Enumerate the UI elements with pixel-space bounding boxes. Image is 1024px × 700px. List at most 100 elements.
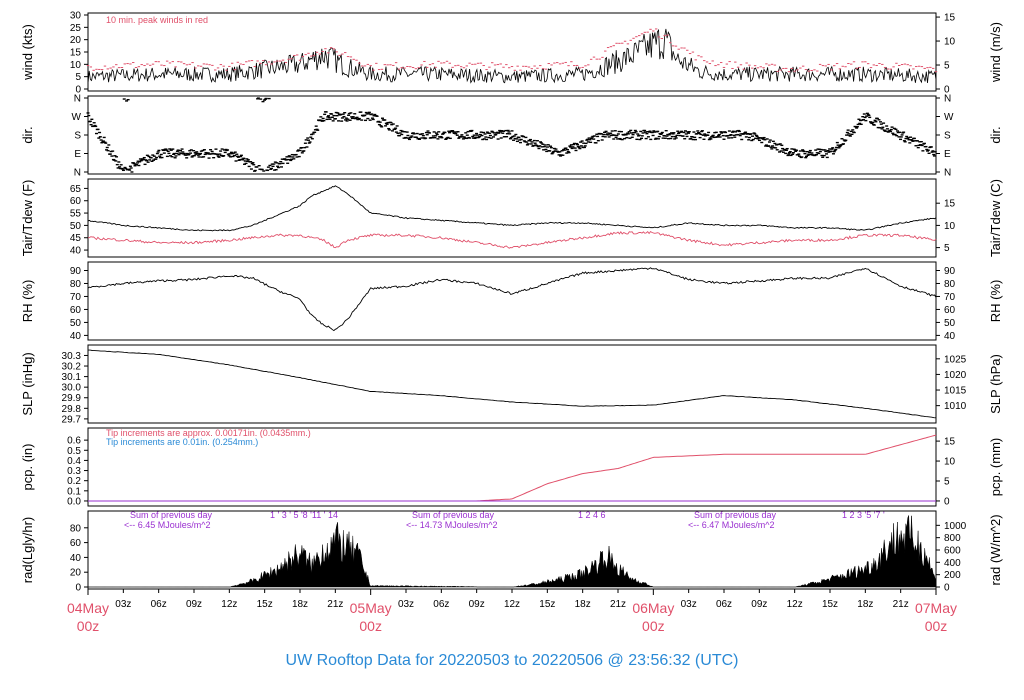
wind-left-tick-label: 0 bbox=[75, 85, 81, 96]
rad-sum-value: <-- 6.47 MJoules/m^2 bbox=[688, 520, 775, 530]
rad-hour-digits: 1 2 3 '5 '7 ' bbox=[842, 510, 885, 520]
air-temp-line bbox=[87, 185, 937, 232]
slp-right-tick-label: 1020 bbox=[944, 370, 967, 381]
rad-left-tick-label: 20 bbox=[70, 568, 82, 579]
rad-right-tick-label: 400 bbox=[944, 558, 961, 569]
rh-right-tick-label: 60 bbox=[944, 305, 956, 316]
wind-right-tick-label: 10 bbox=[944, 37, 956, 48]
rh-panel-frame bbox=[87, 261, 937, 341]
wind-right-label: wind (m/s) bbox=[988, 22, 1003, 83]
rh-left-tick-label: 80 bbox=[70, 279, 82, 290]
slp-left-tick-label: 29.9 bbox=[62, 393, 82, 404]
wind-right-tick-label: 0 bbox=[944, 85, 950, 96]
slp-left-tick-label: 30.2 bbox=[62, 362, 82, 373]
slp-left-label: SLP (inHg) bbox=[20, 352, 35, 415]
dir-right-tick-label: W bbox=[944, 112, 954, 123]
x-day-label: 06May bbox=[632, 600, 674, 616]
x-day-label: 07May bbox=[915, 600, 957, 616]
rad-right-label: rad (W/m^2) bbox=[988, 514, 1003, 585]
x-tick-label: 06z bbox=[433, 599, 449, 610]
rh-left-label: RH (%) bbox=[20, 280, 35, 323]
rad-sum-heading: Sum of previous day bbox=[130, 510, 213, 520]
wind-left-tick-label: 15 bbox=[70, 48, 82, 59]
pcp-panel-frame bbox=[87, 427, 937, 507]
slp-line bbox=[88, 349, 937, 419]
pcp-right-tick-label: 0 bbox=[944, 496, 950, 507]
wind-right-tick-label: 15 bbox=[944, 13, 956, 24]
temp-panel-frame bbox=[87, 178, 937, 258]
pcp-left-tick-label: 0.0 bbox=[67, 496, 81, 507]
x-tick-label: 15z bbox=[822, 599, 838, 610]
temp-left-tick-label: 60 bbox=[70, 196, 82, 207]
pcp-left-tick-label: 0.6 bbox=[67, 436, 81, 447]
slp-left-tick-label: 30.0 bbox=[62, 383, 82, 394]
pcp-right-tick-label: 15 bbox=[944, 437, 956, 448]
rh-left-tick-label: 60 bbox=[70, 305, 82, 316]
slp-panel-frame bbox=[87, 344, 937, 424]
slp-right-tick-label: 1025 bbox=[944, 354, 967, 365]
temp-right-tick-label: 5 bbox=[944, 243, 950, 254]
temp-left-tick-label: 55 bbox=[70, 209, 82, 220]
rh-right-tick-label: 40 bbox=[944, 331, 956, 342]
x-tick-label: 21z bbox=[893, 599, 909, 610]
pcp-left-tick-label: 0.3 bbox=[67, 466, 81, 477]
temp-right-tick-label: 10 bbox=[944, 221, 956, 232]
dir-left-label: dir. bbox=[20, 126, 35, 143]
x-tick-label: 03z bbox=[115, 599, 131, 610]
rad-hour-digits: 1 2 4 6 bbox=[578, 510, 606, 520]
x-day-hour: 00z bbox=[642, 618, 665, 634]
wind-note: 10 min. peak winds in red bbox=[106, 15, 208, 25]
temp-right-label: Tair/Tdew (C) bbox=[988, 179, 1003, 257]
dir-right-tick-label: E bbox=[944, 149, 951, 160]
x-tick-label: 09z bbox=[751, 599, 767, 610]
dir-right-label: dir. bbox=[988, 126, 1003, 143]
slp-left-tick-label: 30.1 bbox=[62, 372, 82, 383]
temp-left-tick-label: 50 bbox=[70, 221, 82, 232]
rad-left-tick-label: 80 bbox=[70, 523, 82, 534]
rad-left-label: rad(Lgly/hr) bbox=[20, 517, 35, 583]
pcp-left-tick-label: 0.1 bbox=[67, 486, 81, 497]
wind-left-tick-label: 20 bbox=[70, 35, 82, 46]
wind-left-tick-label: 30 bbox=[70, 11, 82, 22]
temp-right-tick-label: 15 bbox=[944, 199, 956, 210]
x-tick-label: 03z bbox=[681, 599, 697, 610]
rh-left-tick-label: 50 bbox=[70, 318, 82, 329]
dir-right-tick-label: N bbox=[944, 168, 951, 179]
slp-right-tick-label: 1010 bbox=[944, 401, 967, 412]
x-tick-label: 12z bbox=[504, 599, 520, 610]
dir-left-tick-label: S bbox=[74, 131, 81, 142]
slp-right-tick-label: 1015 bbox=[944, 386, 967, 397]
x-tick-label: 21z bbox=[610, 599, 626, 610]
rad-left-tick-label: 0 bbox=[75, 583, 81, 594]
rad-right-tick-label: 0 bbox=[944, 583, 950, 594]
rad-right-tick-label: 200 bbox=[944, 570, 961, 581]
x-day-hour: 00z bbox=[359, 618, 382, 634]
temp-left-tick-label: 45 bbox=[70, 233, 82, 244]
temp-left-tick-label: 40 bbox=[70, 246, 82, 257]
slp-left-tick-label: 29.8 bbox=[62, 404, 82, 415]
rad-right-tick-label: 600 bbox=[944, 546, 961, 557]
slp-right-label: SLP (hPa) bbox=[988, 354, 1003, 414]
x-day-label: 04May bbox=[67, 600, 109, 616]
x-day-hour: 00z bbox=[925, 618, 948, 634]
rad-sum-value: <-- 14.73 MJoules/m^2 bbox=[406, 520, 498, 530]
rad-sum-value: <-- 6.45 MJoules/m^2 bbox=[124, 520, 211, 530]
pcp-right-tick-label: 10 bbox=[944, 457, 956, 468]
wind-left-tick-label: 10 bbox=[70, 60, 82, 71]
dir-right-tick-label: S bbox=[944, 131, 951, 142]
rad-right-tick-label: 800 bbox=[944, 533, 961, 544]
rh-right-label: RH (%) bbox=[988, 280, 1003, 323]
rad-sum-heading: Sum of previous day bbox=[412, 510, 495, 520]
x-tick-label: 09z bbox=[186, 599, 202, 610]
x-day-label: 05May bbox=[350, 600, 392, 616]
x-tick-label: 09z bbox=[469, 599, 485, 610]
radiation-area bbox=[88, 515, 937, 588]
pcp-note-1: Tip increments are approx. 0.00171in. (0… bbox=[106, 428, 311, 438]
wind-mean-line bbox=[87, 28, 937, 84]
rh-right-tick-label: 70 bbox=[944, 292, 956, 303]
pcp-right-tick-label: 5 bbox=[944, 477, 950, 488]
dir-left-tick-label: E bbox=[74, 149, 81, 160]
x-tick-label: 15z bbox=[257, 599, 273, 610]
chart-title: UW Rooftop Data for 20220503 to 20220506… bbox=[286, 652, 739, 669]
rh-left-tick-label: 90 bbox=[70, 266, 82, 277]
